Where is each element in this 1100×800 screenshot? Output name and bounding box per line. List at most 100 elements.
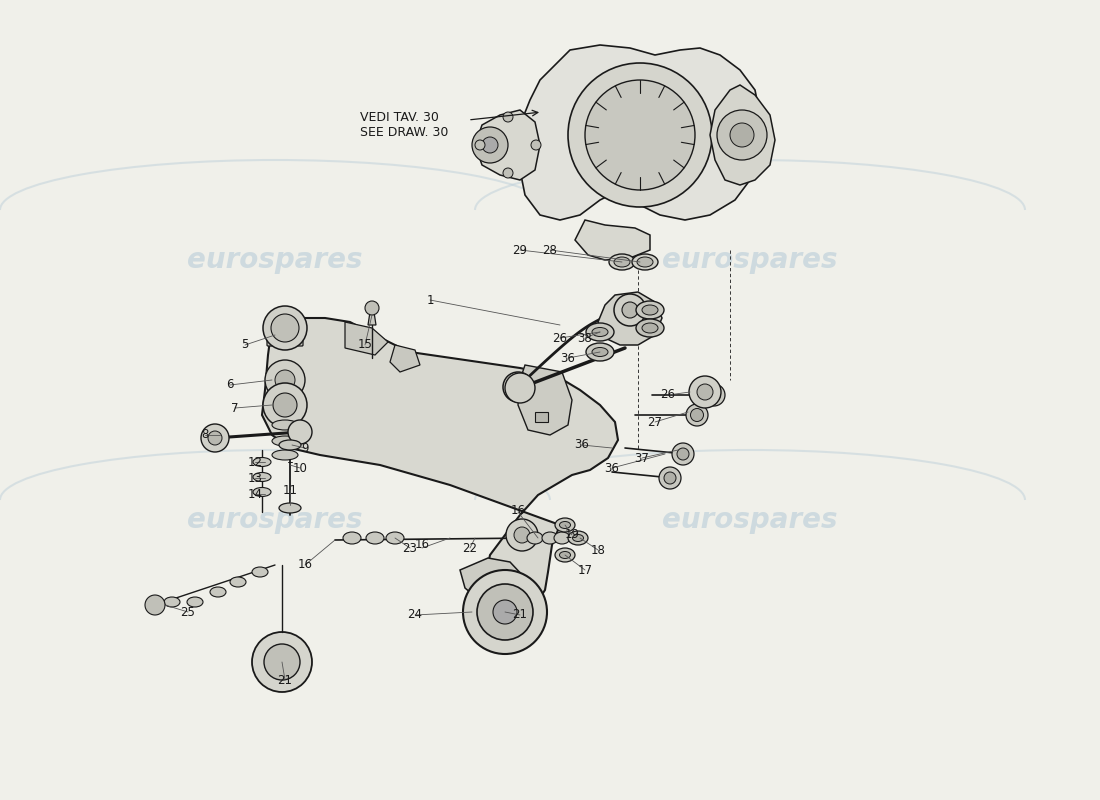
Ellipse shape [253,458,271,466]
Text: eurospares: eurospares [662,506,838,534]
Circle shape [208,431,222,445]
Text: 21: 21 [513,609,528,622]
Circle shape [514,527,530,543]
Ellipse shape [366,532,384,544]
Circle shape [503,112,513,122]
Ellipse shape [572,534,583,542]
Text: 8: 8 [201,429,209,442]
Circle shape [264,644,300,680]
Text: 21: 21 [277,674,293,686]
Ellipse shape [210,587,225,597]
Text: 10: 10 [293,462,307,474]
Ellipse shape [568,531,588,545]
Circle shape [271,314,299,342]
Circle shape [472,127,508,163]
Circle shape [503,372,534,402]
Text: 22: 22 [462,542,477,554]
Ellipse shape [676,448,689,460]
Ellipse shape [252,567,268,577]
Text: 15: 15 [358,338,373,351]
Circle shape [463,570,547,654]
Polygon shape [575,220,650,260]
Ellipse shape [272,436,298,446]
Circle shape [614,294,646,326]
Text: 6: 6 [227,378,233,391]
Polygon shape [460,558,525,610]
Circle shape [585,80,695,190]
Text: 19: 19 [564,529,580,542]
Circle shape [505,373,535,403]
Ellipse shape [386,532,404,544]
Text: 37: 37 [635,451,649,465]
Text: 24: 24 [407,609,422,622]
Text: 36: 36 [561,351,575,365]
Text: 13: 13 [248,471,263,485]
Circle shape [697,384,713,400]
Ellipse shape [554,532,570,544]
Text: 5: 5 [241,338,249,351]
Circle shape [263,383,307,427]
Circle shape [621,302,638,318]
Ellipse shape [636,301,664,319]
Polygon shape [710,85,776,185]
Ellipse shape [637,257,653,267]
Circle shape [252,632,312,692]
Ellipse shape [527,532,543,544]
Ellipse shape [672,443,694,465]
Circle shape [531,140,541,150]
Circle shape [265,360,305,400]
FancyBboxPatch shape [267,332,303,346]
Ellipse shape [707,389,721,402]
Ellipse shape [642,305,658,315]
Circle shape [482,137,498,153]
Ellipse shape [632,254,658,270]
Polygon shape [368,312,376,325]
Text: 23: 23 [403,542,417,554]
Text: 16: 16 [297,558,312,571]
Circle shape [477,584,534,640]
Text: 11: 11 [283,483,297,497]
Ellipse shape [253,487,271,497]
Ellipse shape [556,548,575,562]
Ellipse shape [659,467,681,489]
Ellipse shape [614,257,630,267]
Ellipse shape [609,254,635,270]
Ellipse shape [636,319,664,337]
Ellipse shape [279,440,301,450]
Text: 1: 1 [427,294,433,306]
Circle shape [275,370,295,390]
Ellipse shape [542,532,558,544]
Ellipse shape [703,384,725,406]
Circle shape [263,306,307,350]
Text: 25: 25 [180,606,196,618]
Text: 16: 16 [415,538,429,551]
Text: 12: 12 [248,455,263,469]
Ellipse shape [230,577,246,587]
Ellipse shape [556,518,575,532]
Polygon shape [465,580,512,628]
Circle shape [201,424,229,452]
Circle shape [717,110,767,160]
Ellipse shape [560,551,571,558]
Polygon shape [518,365,572,435]
Ellipse shape [586,323,614,341]
Ellipse shape [586,343,614,361]
Text: 9: 9 [301,442,309,454]
Polygon shape [262,318,618,612]
Ellipse shape [686,404,708,426]
Ellipse shape [642,323,658,333]
Text: 36: 36 [605,462,619,474]
Polygon shape [520,45,760,220]
Circle shape [475,140,485,150]
Text: 14: 14 [248,487,263,501]
Ellipse shape [279,503,301,513]
Polygon shape [475,110,540,180]
Polygon shape [345,322,388,355]
Circle shape [689,376,720,408]
Text: 28: 28 [542,243,558,257]
Ellipse shape [253,473,271,482]
Ellipse shape [164,597,180,607]
Circle shape [730,123,754,147]
Ellipse shape [592,327,608,337]
Polygon shape [598,292,662,345]
